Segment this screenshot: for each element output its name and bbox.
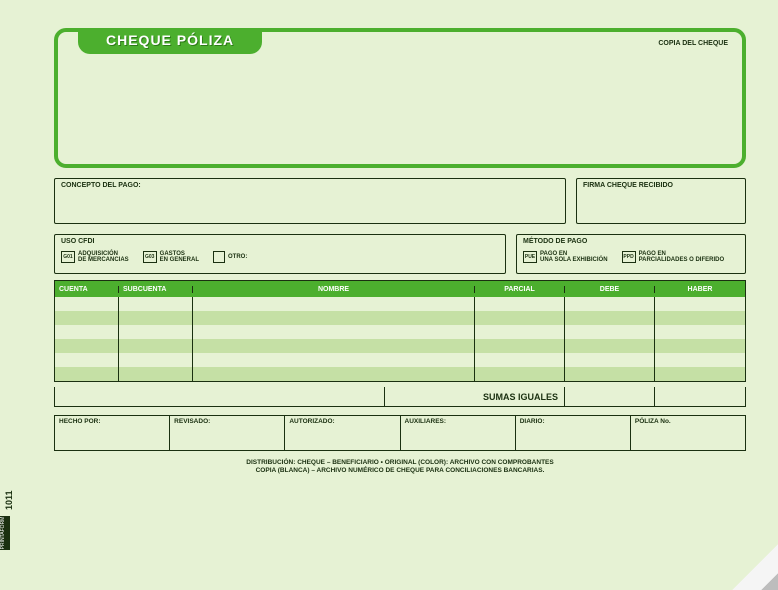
checkbox-label: ADQUISICIÓN DE MERCANCIAS bbox=[78, 251, 129, 263]
metodo-opt-pue[interactable]: PUE PAGO EN UNA SOLA EXHIBICIÓN bbox=[523, 251, 608, 263]
row-concepto-firma: CONCEPTO DEL PAGO: FIRMA CHEQUE RECIBIDO bbox=[54, 178, 746, 224]
distribution-note: DISTRIBUCIÓN: CHEQUE – BENEFICIARIO • OR… bbox=[54, 459, 746, 476]
ledger-row[interactable] bbox=[55, 367, 745, 381]
checkbox-empty bbox=[213, 251, 225, 263]
checkbox-code: PPD bbox=[622, 251, 636, 263]
ledger-row[interactable] bbox=[55, 297, 745, 311]
checkbox-label: OTRO: bbox=[228, 254, 247, 260]
dist-label: DISTRIBUCIÓN: bbox=[246, 459, 295, 466]
col-cuenta: CUENTA bbox=[55, 286, 119, 293]
sumas-label: SUMAS IGUALES bbox=[385, 387, 565, 406]
metodo-opt-ppd[interactable]: PPD PAGO EN PARCIALIDADES O DIFERIDO bbox=[622, 251, 725, 263]
signatures-row: HECHO POR: REVISADO: AUTORIZADO: AUXILIA… bbox=[54, 415, 746, 451]
sumas-debe[interactable] bbox=[565, 387, 655, 406]
checkbox-code: G03 bbox=[143, 251, 157, 263]
ledger-row[interactable] bbox=[55, 325, 745, 339]
sumas-haber[interactable] bbox=[655, 387, 745, 406]
col-subcuenta: SUBCUENTA bbox=[119, 286, 193, 293]
form-code: 1011 bbox=[4, 490, 14, 510]
ledger-row[interactable] bbox=[55, 353, 745, 367]
uso-opt-g03[interactable]: G03 GASTOS EN GENERAL bbox=[143, 251, 199, 263]
brand-logo: PRINTAFORM bbox=[0, 516, 10, 550]
metodo-pago-box: MÉTODO DE PAGO PUE PAGO EN UNA SOLA EXHI… bbox=[516, 234, 746, 274]
sig-poliza[interactable]: PÓLIZA No. bbox=[631, 416, 745, 450]
sig-hecho[interactable]: HECHO POR: bbox=[55, 416, 170, 450]
cheque-poliza-form: CHEQUE PÓLIZA COPIA DEL CHEQUE CONCEPTO … bbox=[0, 0, 778, 590]
ledger-row[interactable] bbox=[55, 311, 745, 325]
firma-label: FIRMA CHEQUE RECIBIDO bbox=[583, 182, 739, 189]
uso-opt-otro[interactable]: OTRO: bbox=[213, 251, 247, 263]
dist-line2: COPIA (BLANCA) – ARCHIVO NUMÉRICO DE CHE… bbox=[256, 467, 545, 474]
cheque-area: CHEQUE PÓLIZA COPIA DEL CHEQUE bbox=[54, 28, 746, 168]
metodo-pago-label: MÉTODO DE PAGO bbox=[523, 238, 739, 245]
copy-label: COPIA DEL CHEQUE bbox=[658, 40, 728, 47]
concepto-label: CONCEPTO DEL PAGO: bbox=[61, 182, 559, 189]
ledger-table: CUENTA SUBCUENTA NOMBRE PARCIAL DEBE HAB… bbox=[54, 280, 746, 382]
sig-diario[interactable]: DIARIO: bbox=[516, 416, 631, 450]
dist-line1: CHEQUE – BENEFICIARIO • ORIGINAL (COLOR)… bbox=[297, 459, 554, 466]
sig-autorizado[interactable]: AUTORIZADO: bbox=[285, 416, 400, 450]
col-haber: HABER bbox=[655, 286, 745, 293]
checkbox-code: G01 bbox=[61, 251, 75, 263]
row-uso-metodo: USO CFDI G01 ADQUISICIÓN DE MERCANCIAS G… bbox=[54, 234, 746, 274]
col-debe: DEBE bbox=[565, 286, 655, 293]
firma-box[interactable]: FIRMA CHEQUE RECIBIDO bbox=[576, 178, 746, 224]
uso-cfdi-label: USO CFDI bbox=[61, 238, 499, 245]
sumas-iguales-row: SUMAS IGUALES bbox=[54, 387, 746, 407]
page-curl-icon bbox=[732, 544, 778, 590]
uso-opt-g01[interactable]: G01 ADQUISICIÓN DE MERCANCIAS bbox=[61, 251, 129, 263]
ledger-header: CUENTA SUBCUENTA NOMBRE PARCIAL DEBE HAB… bbox=[55, 281, 745, 297]
checkbox-label: PAGO EN PARCIALIDADES O DIFERIDO bbox=[639, 251, 725, 263]
sig-revisado[interactable]: REVISADO: bbox=[170, 416, 285, 450]
col-nombre: NOMBRE bbox=[193, 286, 475, 293]
form-title: CHEQUE PÓLIZA bbox=[78, 28, 262, 54]
ledger-row[interactable] bbox=[55, 339, 745, 353]
uso-cfdi-box: USO CFDI G01 ADQUISICIÓN DE MERCANCIAS G… bbox=[54, 234, 506, 274]
concepto-box[interactable]: CONCEPTO DEL PAGO: bbox=[54, 178, 566, 224]
checkbox-label: PAGO EN UNA SOLA EXHIBICIÓN bbox=[540, 251, 608, 263]
checkbox-label: GASTOS EN GENERAL bbox=[160, 251, 199, 263]
sig-auxiliares[interactable]: AUXILIARES: bbox=[401, 416, 516, 450]
col-parcial: PARCIAL bbox=[475, 286, 565, 293]
checkbox-code: PUE bbox=[523, 251, 537, 263]
